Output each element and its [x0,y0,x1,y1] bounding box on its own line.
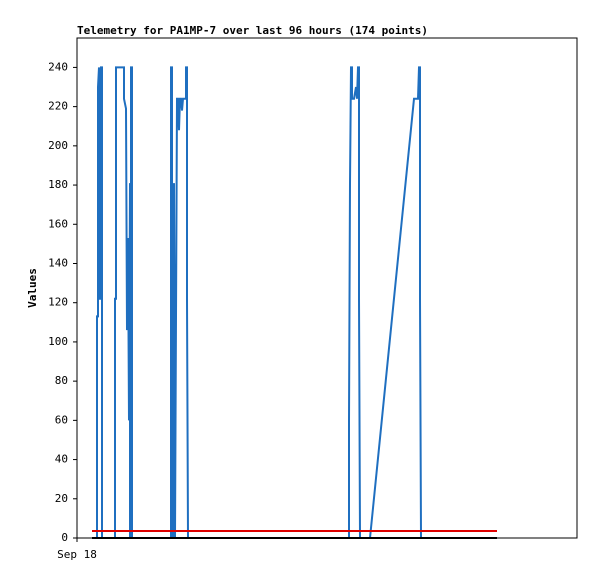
y-tick-label: 180 [48,178,68,191]
y-tick-label: 100 [48,335,68,348]
y-tick-label: 200 [48,139,68,152]
y-tick-label: 20 [55,492,68,505]
series-line [92,66,497,539]
y-tick-label: 0 [61,531,68,544]
chart-title: Telemetry for PA1MP-7 over last 96 hours… [77,24,428,37]
y-tick-label: 60 [55,413,68,426]
y-tick-label: 40 [55,453,68,466]
y-tick-label: 120 [48,296,68,309]
plot-frame [76,37,578,539]
y-tick-label: 80 [55,374,68,387]
y-tick-label: 160 [48,217,68,230]
y-tick-label: 240 [48,60,68,73]
y-axis-label: Values [26,268,39,308]
y-tick-label: 220 [48,100,68,113]
y-tick-label: 140 [48,256,68,269]
x-tick-label: Sep 18 [57,548,97,561]
